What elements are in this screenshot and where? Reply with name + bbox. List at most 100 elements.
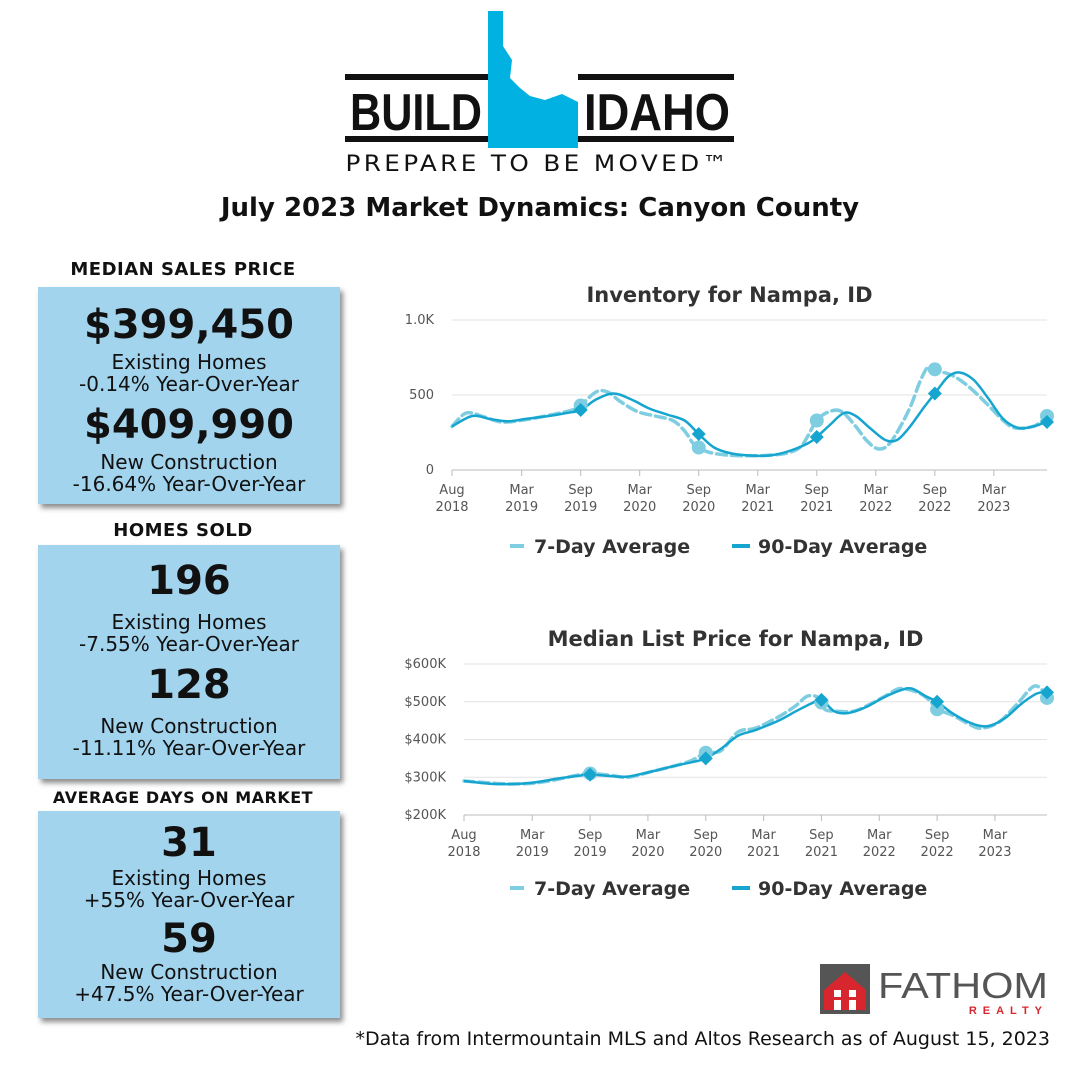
x-tick-label: Sep	[694, 828, 719, 843]
new-construction-label: New Construction	[100, 714, 278, 738]
x-tick-label: 2022	[921, 845, 954, 860]
y-tick-label: 500	[409, 388, 434, 403]
series-line-7-day-average	[462, 684, 1049, 786]
homes-sold-box: 196 Existing Homes -7.55% Year-Over-Year…	[38, 545, 340, 779]
logo-tagline: PREPARE TO BE MOVED™	[346, 152, 731, 177]
x-tick-label: Sep	[686, 483, 711, 498]
x-tick-label: Sep	[568, 483, 593, 498]
new-price-change: -16.64% Year-Over-Year	[72, 472, 306, 496]
new-construction-label: New Construction	[100, 450, 278, 474]
new-median-price: $409,990	[83, 402, 295, 448]
ninety-day-point-marker	[691, 427, 706, 441]
seven-day-point-marker	[930, 702, 945, 717]
median-list-price-chart: Median List Price for Nampa, ID $200K $300…	[392, 620, 1072, 910]
series-line-7-day-average	[450, 364, 1049, 458]
seven-day-point-marker	[809, 413, 824, 428]
y-tick-label: $300K	[404, 770, 446, 785]
y-tick-label: $400K	[404, 733, 446, 748]
x-tick-label: Mar	[745, 483, 770, 498]
existing-dom-change: +55% Year-Over-Year	[83, 888, 295, 912]
y-tick-label: $200K	[404, 808, 446, 823]
y-tick-label: $600K	[404, 657, 446, 672]
existing-sold-change: -7.55% Year-Over-Year	[79, 632, 299, 656]
x-tick-label: 2019	[516, 845, 549, 860]
x-tick-label: Aug	[451, 828, 476, 843]
x-tick-label: 2023	[977, 500, 1010, 515]
days-on-market-heading: AVERAGE DAYS ON MARKET	[52, 788, 314, 807]
series-line-90-day-average	[451, 371, 1048, 458]
fathom-realty-logo: FATHOM REALTY	[816, 960, 1056, 1020]
x-tick-label: Mar	[509, 483, 534, 498]
ninety-day-point-marker	[573, 403, 588, 417]
logo-build-text: BUILD	[350, 84, 482, 142]
homes-sold-heading: HOMES SOLD	[113, 520, 253, 541]
x-tick-label: 2021	[741, 500, 774, 515]
x-tick-label: 2020	[623, 500, 656, 515]
x-tick-label: 2020	[689, 845, 722, 860]
x-tick-label: 2022	[863, 845, 896, 860]
seven-day-point-marker	[691, 440, 706, 455]
x-tick-label: Sep	[809, 828, 834, 843]
x-tick-label: Mar	[751, 828, 776, 843]
build-idaho-logo: BUILD IDAHO PREPARE TO BE MOVED™	[340, 8, 740, 178]
existing-price-change: -0.14% Year-Over-Year	[79, 372, 299, 396]
x-tick-label: 2019	[574, 845, 607, 860]
chart-title: Inventory for Nampa, ID	[586, 283, 872, 307]
median-sales-price-box: $399,450 Existing Homes -0.14% Year-Over…	[38, 287, 340, 504]
idaho-state-shape	[488, 11, 578, 148]
median-list-price-chart-svg: Median List Price for Nampa, ID $200K $300…	[404, 627, 1054, 900]
existing-homes-label: Existing Homes	[111, 866, 267, 890]
logo-idaho-text: IDAHO	[584, 84, 730, 142]
x-tick-label: Mar	[636, 828, 661, 843]
x-tick-label: Sep	[923, 483, 948, 498]
seven-day-point-marker	[927, 362, 942, 377]
new-sold-change: -11.11% Year-Over-Year	[72, 736, 306, 760]
x-tick-label: Aug	[439, 483, 464, 498]
existing-days-on-market: 31	[161, 820, 217, 866]
data-source-credit: *Data from Intermountain MLS and Altos R…	[355, 1028, 1050, 1050]
y-tick-label: 0	[426, 463, 434, 478]
legend-label-90-day: 90-Day Average	[758, 878, 927, 900]
x-tick-label: Sep	[925, 828, 950, 843]
x-tick-label: Sep	[578, 828, 603, 843]
existing-median-price: $399,450	[83, 302, 295, 348]
days-on-market-box: 31 Existing Homes +55% Year-Over-Year 59…	[38, 811, 340, 1018]
y-tick-label: $500K	[404, 695, 446, 710]
existing-homes-sold: 196	[147, 558, 231, 604]
chart-title: Median List Price for Nampa, ID	[548, 627, 924, 651]
new-construction-label: New Construction	[100, 960, 278, 984]
ninety-day-point-marker	[927, 386, 942, 401]
ninety-day-point-marker	[1040, 415, 1054, 429]
x-tick-label: 2022	[918, 500, 951, 515]
ninety-day-point-marker	[1040, 685, 1054, 700]
x-tick-label: Mar	[864, 483, 889, 498]
x-tick-label: 2018	[435, 500, 468, 515]
x-tick-label: 2021	[747, 845, 780, 860]
x-tick-label: Mar	[867, 828, 892, 843]
legend-label-7-day: 7-Day Average	[534, 878, 690, 900]
ninety-day-point-marker	[583, 767, 598, 782]
fathom-brand-sub: REALTY	[969, 1005, 1048, 1017]
median-sales-price-heading: MEDIAN SALES PRICE	[70, 259, 296, 280]
existing-homes-label: Existing Homes	[111, 610, 267, 634]
fathom-house-icon	[820, 964, 870, 1014]
x-tick-label: 2020	[631, 845, 664, 860]
x-tick-label: 2020	[682, 500, 715, 515]
ninety-day-point-marker	[930, 694, 945, 709]
x-tick-label: Mar	[983, 828, 1008, 843]
x-tick-label: 2023	[978, 845, 1011, 860]
x-tick-label: Mar	[520, 828, 545, 843]
x-tick-label: 2022	[859, 500, 892, 515]
inventory-chart-svg: Inventory for Nampa, ID 0 500 1.0K Aug 2018 Ma…	[405, 283, 1054, 558]
existing-homes-label: Existing Homes	[111, 350, 267, 374]
fathom-brand-name: FATHOM	[878, 965, 1048, 1006]
new-homes-sold: 128	[147, 662, 231, 708]
new-dom-change: +47.5% Year-Over-Year	[74, 982, 304, 1006]
x-tick-label: 2021	[805, 845, 838, 860]
legend-label-90-day: 90-Day Average	[758, 536, 927, 558]
inventory-chart: Inventory for Nampa, ID 0 500 1.0K Aug 2018 Ma…	[392, 278, 1072, 568]
series-line-90-day-average	[463, 686, 1048, 786]
page-title: July 2023 Market Dynamics: Canyon County	[220, 193, 860, 223]
x-tick-label: 2019	[564, 500, 597, 515]
x-tick-label: 2018	[447, 845, 480, 860]
